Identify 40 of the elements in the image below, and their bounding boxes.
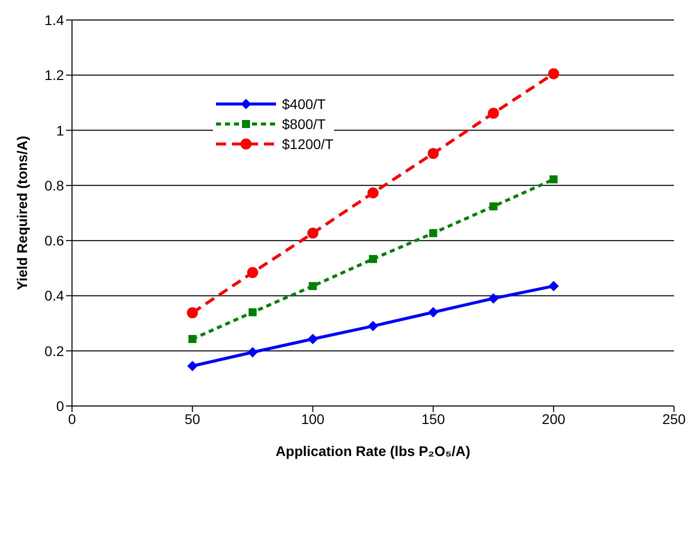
y-tick-label: 1.2 (44, 67, 64, 84)
point (308, 282, 317, 290)
point (186, 307, 198, 318)
point (188, 335, 196, 343)
point (187, 361, 198, 372)
point (247, 267, 258, 278)
point (248, 308, 257, 316)
point (429, 229, 438, 238)
point (428, 148, 439, 159)
x-tick-label: 0 (68, 410, 76, 427)
y-tick-label: 0.6 (44, 232, 64, 249)
legend-label: $400/T (282, 96, 326, 112)
x-axis-title: Application Rate (lbs P₂O₅/A) (276, 443, 470, 459)
y-tick-label: 1 (56, 122, 64, 138)
point (548, 281, 559, 292)
x-tick-label: 200 (542, 410, 566, 427)
y-tick-label: 0.8 (44, 177, 64, 194)
point (307, 228, 318, 239)
point (368, 187, 378, 198)
y-tick-label: 1.4 (44, 12, 64, 28)
y-axis-title: Yield Required (tons/A) (14, 136, 30, 290)
point (369, 255, 377, 264)
legend-label: $800/T (282, 116, 326, 132)
point (488, 293, 498, 304)
legend-label: $1200/T (282, 136, 334, 152)
y-tick-label: 0.4 (44, 288, 64, 304)
point (248, 347, 258, 358)
x-tick-label: 50 (184, 410, 200, 427)
point (428, 307, 438, 318)
x-tick-label: 150 (422, 410, 446, 427)
point (548, 68, 560, 80)
x-tick-label: 250 (662, 410, 686, 427)
x-tick-label: 100 (301, 410, 325, 427)
point (368, 321, 378, 332)
point (489, 202, 498, 210)
y-tick-label: 0.2 (44, 342, 64, 359)
y-tick-label: 0 (56, 398, 64, 414)
point (308, 334, 318, 344)
point (550, 175, 558, 184)
point (488, 108, 499, 119)
